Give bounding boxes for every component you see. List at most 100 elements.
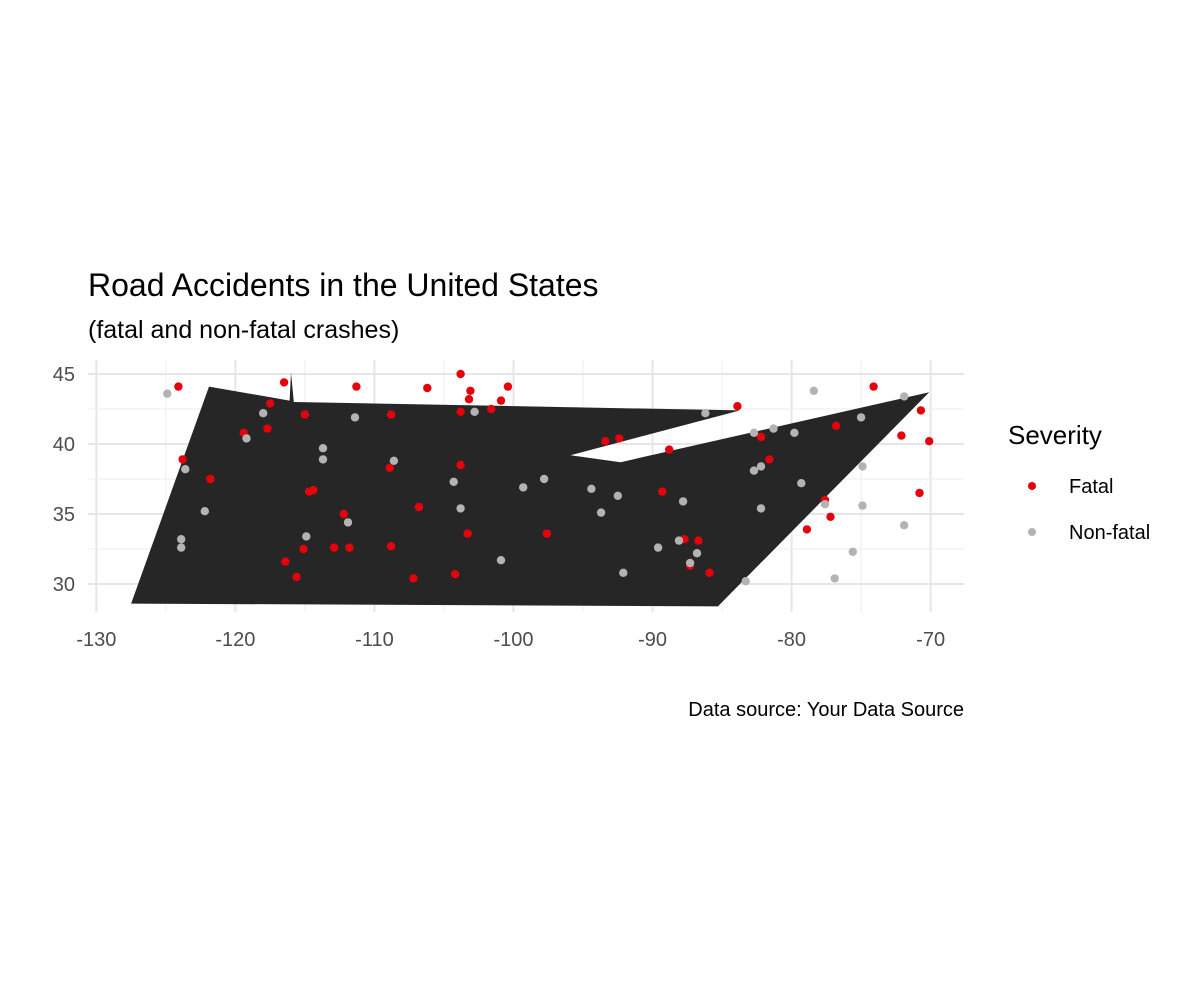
point-non-fatal [790, 428, 799, 437]
point-non-fatal [539, 474, 549, 484]
background-shape-layer [131, 372, 930, 607]
point-non-fatal [163, 389, 172, 398]
point-non-fatal [449, 477, 458, 486]
point-fatal [503, 382, 513, 391]
point-non-fatal [797, 479, 806, 488]
point-fatal [464, 395, 474, 404]
point-non-fatal [343, 518, 353, 527]
point-non-fatal [177, 543, 186, 552]
point-fatal [496, 396, 506, 405]
y-axis-tick-labels: 30 35 40 45 [53, 364, 75, 596]
point-non-fatal [200, 507, 209, 516]
x-tick-label: -100 [493, 629, 533, 651]
point-fatal [733, 402, 742, 411]
y-tick-label: 40 [53, 434, 75, 456]
point-fatal [615, 434, 624, 443]
point-non-fatal [900, 521, 909, 530]
point-fatal [802, 525, 812, 534]
point-fatal [386, 542, 396, 551]
caption: Data source: Your Data Source [688, 699, 964, 721]
point-non-fatal [769, 424, 778, 433]
x-tick-label: -130 [76, 629, 116, 651]
point-fatal [300, 410, 310, 419]
point-fatal [456, 369, 465, 379]
point-fatal [869, 382, 878, 391]
x-tick-label: -90 [638, 629, 667, 651]
point-non-fatal [389, 456, 399, 465]
y-tick-label: 35 [53, 504, 75, 526]
legend-swatch-fatal [1028, 482, 1036, 490]
point-non-fatal [858, 501, 867, 510]
point-fatal [756, 432, 766, 442]
point-fatal [487, 404, 496, 414]
point-non-fatal [456, 504, 465, 513]
point-non-fatal [756, 462, 766, 471]
point-fatal [542, 529, 552, 538]
point-fatal [916, 406, 926, 415]
point-non-fatal [830, 574, 839, 583]
point-fatal [174, 382, 183, 391]
x-tick-label: -120 [215, 629, 255, 651]
data-points [163, 369, 934, 586]
point-fatal [309, 486, 318, 495]
x-tick-label: -80 [777, 629, 806, 651]
point-non-fatal [318, 455, 328, 464]
point-fatal [292, 572, 301, 582]
x-tick-label: -70 [916, 629, 945, 651]
point-fatal [385, 463, 394, 472]
point-fatal [456, 460, 465, 470]
point-fatal [178, 455, 187, 464]
point-non-fatal [685, 558, 695, 568]
point-non-fatal [674, 536, 684, 545]
point-non-fatal [242, 434, 251, 443]
point-non-fatal [809, 386, 818, 395]
point-fatal [299, 544, 308, 554]
point-fatal [329, 543, 339, 552]
point-fatal [206, 474, 215, 484]
point-non-fatal [181, 465, 190, 474]
point-fatal [826, 512, 835, 521]
point-fatal [925, 437, 934, 446]
x-tick-label: -110 [355, 629, 394, 651]
point-non-fatal [858, 462, 867, 471]
point-fatal [601, 437, 610, 446]
point-non-fatal [496, 556, 506, 565]
point-non-fatal [701, 409, 710, 418]
point-fatal [450, 570, 460, 579]
point-fatal [658, 487, 667, 496]
point-fatal [694, 536, 703, 545]
point-non-fatal [692, 549, 702, 558]
point-non-fatal [587, 484, 596, 493]
point-fatal [665, 445, 674, 454]
legend-swatch-non-fatal [1028, 528, 1036, 536]
point-fatal [339, 509, 348, 519]
point-fatal [705, 568, 714, 577]
point-fatal [897, 431, 906, 440]
chart-title: Road Accidents in the United States [88, 267, 599, 303]
point-fatal [423, 383, 432, 393]
point-fatal [915, 488, 924, 498]
point-fatal [456, 407, 465, 416]
point-fatal [463, 529, 472, 538]
point-fatal [266, 399, 275, 408]
point-fatal [409, 574, 418, 583]
point-non-fatal [350, 413, 360, 422]
legend-label-non-fatal: Non-fatal [1069, 522, 1150, 544]
point-non-fatal [619, 568, 628, 577]
point-fatal [765, 455, 774, 464]
point-non-fatal [596, 508, 606, 517]
point-non-fatal [848, 547, 857, 556]
point-non-fatal [302, 532, 311, 541]
point-non-fatal [470, 407, 479, 416]
y-tick-label: 45 [53, 364, 75, 386]
point-non-fatal [613, 491, 622, 500]
point-fatal [281, 557, 290, 566]
point-fatal [352, 382, 361, 391]
point-non-fatal [519, 483, 528, 492]
point-non-fatal [653, 543, 663, 552]
point-non-fatal [820, 500, 830, 509]
point-non-fatal [259, 409, 268, 418]
point-non-fatal [177, 535, 186, 544]
point-non-fatal [318, 444, 328, 453]
chart-subtitle: (fatal and non-fatal crashes) [88, 316, 399, 344]
